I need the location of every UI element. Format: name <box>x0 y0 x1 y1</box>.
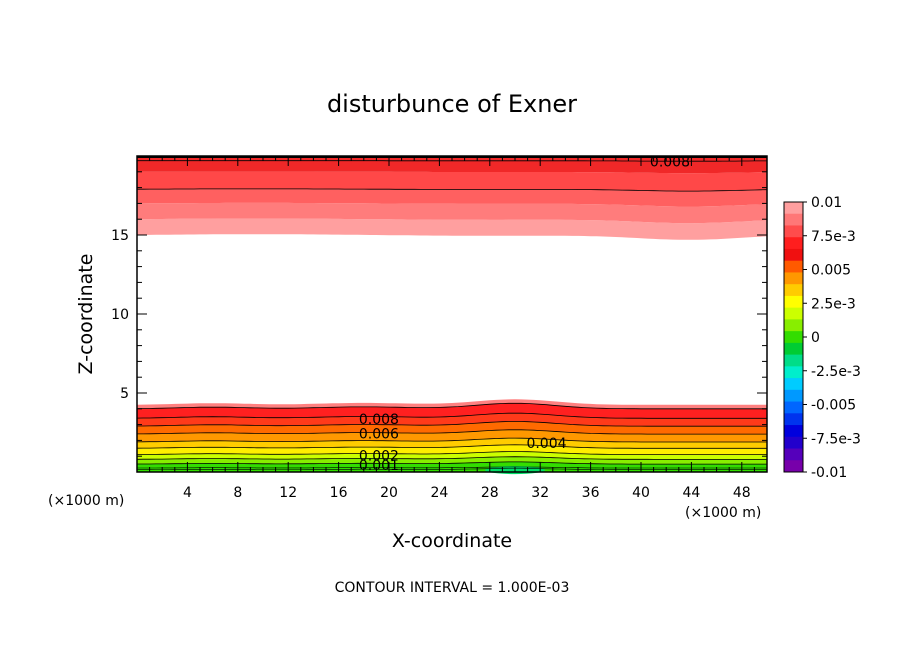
colorbar-label: 2.5e-3 <box>811 296 856 312</box>
x-unit-right: (×1000 m) <box>685 505 761 521</box>
colorbar-label: -0.005 <box>811 398 856 414</box>
x-tick-label: 44 <box>682 485 700 501</box>
contour-fill-band <box>137 171 767 192</box>
colorbar-swatch <box>784 436 803 450</box>
chart-title: disturbunce of Exner <box>327 90 577 118</box>
colorbar-swatch <box>784 401 803 414</box>
x-tick-label: 12 <box>279 485 297 501</box>
contour-fill-band <box>137 444 767 455</box>
x-tick-label: 8 <box>233 485 242 501</box>
contour-fill-band <box>137 438 767 449</box>
contour-line <box>136 412 767 419</box>
contour-line <box>137 429 767 435</box>
contour-fill-band <box>137 403 767 419</box>
colorbar-label: -2.5e-3 <box>811 364 861 380</box>
colorbar-swatch <box>784 260 803 273</box>
x-tick-label: 48 <box>733 485 751 501</box>
colorbar-swatch <box>784 248 803 262</box>
y-axis-label: Z-coordinate <box>75 254 97 375</box>
contour-label: 0.008 <box>359 412 399 428</box>
colorbar-label: 0.005 <box>811 263 851 279</box>
colorbar-swatch <box>784 319 803 332</box>
x-axis-ticks: 4 8 12 16 20 24 28 32 36 40 44 48 <box>149 156 755 501</box>
colorbar-swatch <box>784 389 803 403</box>
contour-fill-band <box>137 202 767 224</box>
colorbar-swatch <box>784 378 803 391</box>
contour-fill-band <box>137 451 767 460</box>
contour-label: 0.006 <box>359 426 399 442</box>
colorbar-swatch <box>784 272 803 285</box>
contour-line <box>136 444 767 449</box>
x-tick-label: 24 <box>430 485 448 501</box>
contour-line <box>136 456 767 460</box>
contour-line <box>137 451 767 455</box>
y-tick-label: 5 <box>120 386 129 402</box>
contour-line <box>137 421 767 427</box>
colorbar-swatch <box>784 354 803 367</box>
x-tick-label: 32 <box>531 485 549 501</box>
contour-fill-band <box>137 456 767 465</box>
colorbar-swatch <box>784 448 803 461</box>
colorbar-labels: 0.01 7.5e-3 0.005 2.5e-3 0 -2.5e-3 -0.005 -7.5e… <box>811 195 861 481</box>
x-axis-label: X-coordinate <box>392 530 512 552</box>
contour-line <box>137 461 767 465</box>
colorbar-swatch <box>784 413 803 426</box>
y-axis-ticks: 5 10 15 <box>111 171 767 457</box>
contour-line <box>136 437 767 443</box>
x-tick-label: 40 <box>632 485 650 501</box>
colorbar-swatch <box>784 237 803 250</box>
colorbar-swatch <box>784 284 803 297</box>
contour-line <box>136 402 767 410</box>
x-unit-left: (×1000 m) <box>48 493 124 509</box>
x-tick-label: 16 <box>330 485 348 501</box>
contour-label: 0.004 <box>526 436 566 452</box>
contour-fill-band <box>137 155 767 174</box>
colorbar-label: 0.01 <box>811 195 842 211</box>
colorbar-label: 7.5e-3 <box>811 229 856 245</box>
x-tick-label: 36 <box>582 485 600 501</box>
contour-label: 0.008 <box>650 155 690 171</box>
x-tick-label: 20 <box>380 485 398 501</box>
y-tick-label: 15 <box>111 228 129 244</box>
contour-fill-band <box>137 218 767 240</box>
colorbar-swatch <box>784 307 803 320</box>
contour-label: 0.002 <box>359 448 399 464</box>
contour-fill-band <box>137 429 767 442</box>
contour-fills <box>137 155 767 475</box>
colorbar <box>783 201 807 473</box>
colorbar-swatch <box>784 295 803 309</box>
contour-line <box>137 188 768 192</box>
contour-fill-band <box>137 413 767 427</box>
contour-lines <box>136 156 768 470</box>
colorbar-swatch <box>784 460 803 473</box>
x-tick-label: 4 <box>183 485 192 501</box>
contour-fill-band <box>137 421 767 435</box>
colorbar-label: 0 <box>811 330 820 346</box>
colorbar-label: -7.5e-3 <box>811 431 861 447</box>
colorbar-swatch <box>784 213 803 226</box>
colorbar-swatch <box>784 342 803 356</box>
colorbar-swatch <box>784 225 803 238</box>
colorbar-swatch <box>784 366 803 379</box>
colorbar-swatch <box>784 425 803 438</box>
colorbar-swatch <box>784 331 803 344</box>
contour-fill-band <box>137 399 767 409</box>
colorbar-swatch <box>784 202 803 215</box>
contour-interval-note: CONTOUR INTERVAL = 1.000E-03 <box>335 580 570 596</box>
contour-fill-band <box>137 188 767 207</box>
y-tick-label: 10 <box>111 307 129 323</box>
x-tick-label: 28 <box>481 485 499 501</box>
colorbar-label: -0.01 <box>811 465 847 481</box>
